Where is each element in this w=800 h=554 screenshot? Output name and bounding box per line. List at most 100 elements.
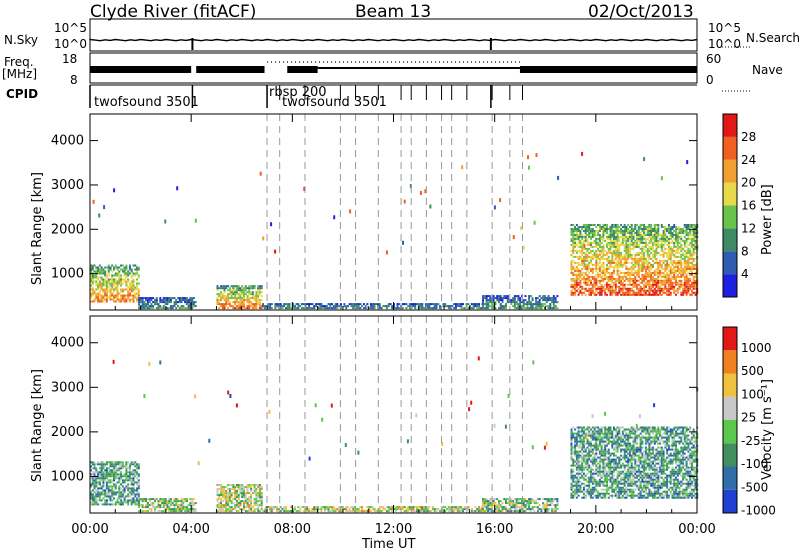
echo-cell (91, 503, 94, 506)
echo-cell (424, 506, 427, 509)
echo-cell (228, 492, 231, 495)
echo-cell (482, 301, 484, 304)
echo-cell (228, 303, 231, 306)
echo-cell (260, 496, 263, 499)
echo-cell (570, 452, 573, 455)
echo-cell (111, 270, 114, 273)
echo-cell (648, 275, 651, 278)
echo-cell (132, 264, 135, 267)
echo-cell (667, 281, 670, 284)
echo-cell (552, 303, 555, 306)
echo-cell (579, 235, 582, 238)
echo-cell (189, 498, 192, 501)
echo-cell (574, 492, 577, 495)
echo-cell (150, 307, 153, 310)
echo-cell (586, 456, 589, 459)
echo-cell (246, 506, 249, 509)
echo-cell (113, 294, 115, 297)
echo-cell (528, 508, 531, 511)
nave-tick-bottom: 0 (706, 73, 714, 87)
echo-cell (639, 291, 642, 294)
echo-cell (676, 247, 679, 250)
echo-cell (625, 228, 628, 230)
echo-cell (639, 263, 642, 266)
echo-cell (138, 506, 141, 509)
echo-cell (652, 293, 654, 296)
echo-cell (584, 460, 587, 463)
echo-cell (95, 479, 98, 482)
echo-cell (136, 477, 138, 480)
echo-cell (660, 293, 663, 296)
echo-cell (237, 307, 240, 310)
echo-cell (505, 295, 507, 298)
echo-cell (575, 436, 578, 439)
echo-cell (116, 473, 119, 476)
echo-cell (632, 283, 635, 286)
echo-cell (574, 464, 577, 467)
echo-cell (279, 510, 282, 513)
echo-cell (191, 502, 194, 505)
echo-cell (150, 510, 153, 513)
echo-cell (194, 305, 197, 308)
echo-cell (586, 226, 589, 228)
echo-cell (127, 280, 130, 283)
echo-cell (646, 247, 649, 250)
echo-cell (90, 280, 92, 283)
echo-cell (492, 299, 495, 302)
echo-cell (616, 245, 619, 248)
echo-cell (630, 273, 633, 276)
echo-cell (118, 473, 121, 476)
echo-cell (105, 461, 108, 464)
echo-cell (598, 281, 601, 284)
echo-cell (105, 274, 108, 277)
colorbar-tick-label: 24 (741, 153, 756, 167)
echo-cell (258, 494, 261, 497)
echo-cell (675, 249, 677, 252)
nave-label: Nave (752, 63, 783, 77)
echo-cell (570, 464, 573, 467)
echo-cell (128, 286, 131, 289)
echo-cell (613, 232, 615, 234)
echo-cell (572, 241, 575, 244)
echo-cell (91, 471, 94, 474)
echo-cell (258, 285, 261, 288)
echo-cell (322, 305, 325, 308)
echo-cell (116, 292, 119, 295)
echo-cell (272, 508, 275, 511)
echo-cell (235, 293, 238, 296)
echo-cell (643, 283, 646, 286)
echo-cell (180, 510, 183, 513)
echo-cell (604, 224, 607, 226)
echo-cell (545, 498, 548, 501)
echo-cell (588, 261, 591, 264)
echo-cell (107, 461, 110, 464)
echo-cell (173, 504, 176, 507)
echo-cell (616, 230, 619, 232)
echo-cell (595, 450, 598, 453)
echo-cell (517, 510, 520, 513)
echo-cell (134, 475, 137, 478)
echo-cell (118, 495, 121, 498)
echo-cell (234, 506, 237, 509)
echo-cell (375, 510, 378, 513)
echo-cell (178, 301, 181, 304)
echo-cell (177, 510, 179, 513)
echo-cell (676, 232, 679, 234)
echo-cell (682, 228, 685, 230)
echo-cell (162, 510, 165, 513)
echo-cell (582, 456, 585, 459)
echo-cell (683, 279, 686, 282)
echo-cell (136, 282, 138, 285)
echo-cell (584, 239, 587, 242)
echo-cell (614, 257, 617, 260)
echo-cell (575, 279, 578, 282)
echo-cell (230, 293, 233, 296)
echo-cell (498, 307, 500, 310)
echo-cell (636, 243, 638, 246)
echo-cell (648, 261, 651, 264)
echo-cell (113, 268, 115, 271)
echo-cell (673, 265, 676, 268)
echo-cell (549, 307, 552, 310)
echo-cell (577, 450, 580, 453)
echo-cell (641, 251, 644, 254)
